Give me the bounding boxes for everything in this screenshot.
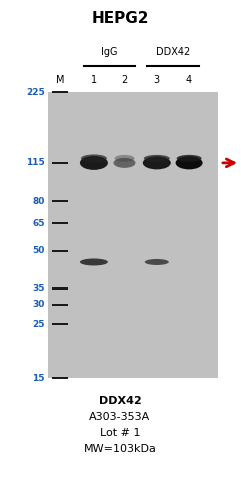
Ellipse shape <box>80 259 108 265</box>
Text: Lot # 1: Lot # 1 <box>100 428 140 438</box>
Text: 2: 2 <box>121 75 128 85</box>
Text: 115: 115 <box>26 158 45 167</box>
Text: 80: 80 <box>33 197 45 206</box>
Ellipse shape <box>114 155 134 162</box>
Bar <box>48 92 218 378</box>
Ellipse shape <box>81 155 107 162</box>
Ellipse shape <box>145 259 169 265</box>
Text: HEPG2: HEPG2 <box>91 11 149 25</box>
Bar <box>52 250 67 252</box>
Ellipse shape <box>144 155 170 162</box>
Text: 65: 65 <box>33 219 45 227</box>
Bar <box>52 200 67 203</box>
Text: 15: 15 <box>33 374 45 382</box>
Bar <box>52 323 67 325</box>
Text: DDX42: DDX42 <box>99 396 141 406</box>
Text: 225: 225 <box>26 87 45 97</box>
Text: 1: 1 <box>91 75 97 85</box>
Text: DDX42: DDX42 <box>156 47 190 57</box>
Ellipse shape <box>80 156 108 170</box>
Text: 4: 4 <box>186 75 192 85</box>
Text: 25: 25 <box>33 320 45 329</box>
Bar <box>52 91 67 93</box>
Text: 35: 35 <box>33 284 45 293</box>
Bar <box>52 287 67 290</box>
Text: 3: 3 <box>154 75 160 85</box>
Text: M: M <box>56 75 64 85</box>
Text: 30: 30 <box>33 300 45 309</box>
Bar <box>52 222 67 225</box>
Ellipse shape <box>143 156 171 170</box>
Bar <box>52 162 67 164</box>
Text: MW=103kDa: MW=103kDa <box>84 444 156 454</box>
Ellipse shape <box>176 156 203 170</box>
Ellipse shape <box>114 158 135 168</box>
Text: 50: 50 <box>33 246 45 255</box>
Ellipse shape <box>177 155 202 162</box>
Text: IgG: IgG <box>101 47 117 57</box>
Text: A303-353A: A303-353A <box>89 412 151 422</box>
Bar <box>52 377 67 379</box>
Bar <box>52 304 67 306</box>
